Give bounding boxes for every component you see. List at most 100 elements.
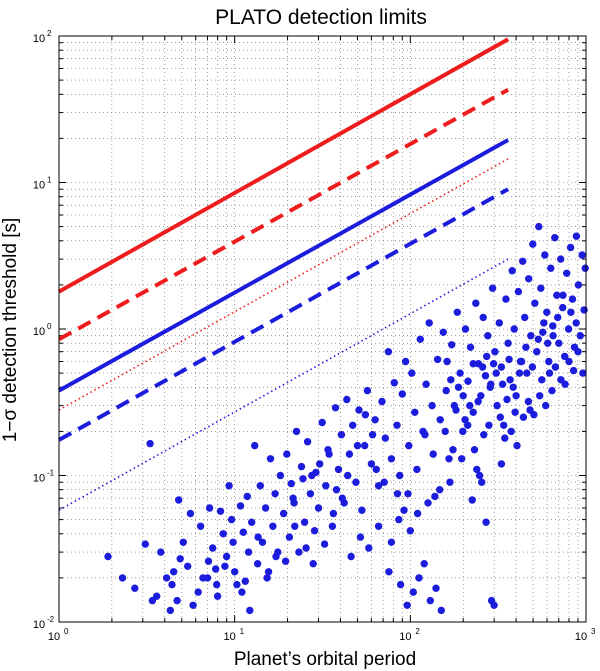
- planet-point: [523, 369, 531, 377]
- threshold-line-3: [58, 158, 509, 411]
- planet-point: [422, 380, 430, 388]
- grid-lines: [59, 36, 586, 622]
- planet-point: [213, 580, 221, 589]
- planet-point: [168, 580, 176, 589]
- planet-point: [322, 482, 330, 490]
- planet-point: [374, 482, 383, 490]
- planet-point: [519, 413, 528, 421]
- planet-point: [343, 395, 351, 404]
- planet-point: [509, 383, 517, 391]
- planet-point: [243, 492, 251, 501]
- planet-point: [561, 352, 569, 361]
- planet-point: [157, 548, 165, 556]
- planet-point: [196, 522, 205, 530]
- y-tick-exponent: -1: [47, 469, 55, 478]
- x-tick-exponent: 0: [64, 627, 69, 636]
- planet-point: [480, 431, 488, 439]
- planet-point: [493, 401, 501, 410]
- planet-point: [239, 528, 247, 536]
- planet-point: [517, 357, 526, 366]
- planet-point: [497, 460, 506, 468]
- planet-point: [563, 269, 571, 277]
- planet-point: [337, 431, 346, 439]
- planet-point: [308, 471, 316, 480]
- planet-point: [496, 413, 504, 421]
- planet-point: [574, 281, 583, 289]
- planet-point: [424, 499, 432, 507]
- planet-point: [222, 552, 231, 561]
- planet-point: [500, 421, 508, 429]
- planet-point: [292, 427, 301, 436]
- planet-point: [512, 392, 520, 400]
- planet-point: [173, 596, 181, 605]
- planet-point: [535, 222, 543, 231]
- planet-points: [104, 222, 589, 615]
- planet-point: [553, 291, 561, 299]
- planet-point: [219, 530, 227, 538]
- planet-point: [436, 486, 444, 494]
- planet-point: [387, 455, 396, 463]
- planet-point: [547, 264, 555, 272]
- planet-point: [487, 596, 496, 605]
- planet-point: [466, 343, 475, 351]
- planet-point: [276, 471, 285, 480]
- planet-point: [279, 509, 288, 518]
- planet-point: [478, 363, 487, 371]
- planet-point: [272, 552, 280, 561]
- planet-point: [309, 560, 317, 568]
- planet-point: [581, 264, 589, 272]
- planet-point: [352, 478, 360, 486]
- planet-point: [525, 275, 533, 283]
- planet-point: [545, 357, 553, 366]
- planet-point: [472, 299, 480, 307]
- planet-point: [454, 383, 463, 391]
- planet-point: [204, 557, 213, 565]
- planet-point: [511, 408, 519, 416]
- planet-point: [557, 376, 565, 384]
- planet-point: [425, 319, 433, 327]
- planet-point: [403, 601, 411, 609]
- planet-point: [381, 434, 389, 442]
- y-tick-label: 10: [33, 473, 45, 485]
- planet-point: [446, 478, 454, 486]
- planet-point: [231, 568, 239, 576]
- planet-point: [538, 376, 546, 384]
- planet-point: [564, 325, 573, 333]
- planet-point: [338, 494, 346, 502]
- planet-point: [473, 465, 481, 474]
- planet-point: [316, 460, 324, 468]
- planet-point: [464, 421, 472, 429]
- planet-point: [477, 392, 485, 400]
- planet-point: [285, 533, 294, 541]
- planet-point: [475, 471, 484, 480]
- planet-point: [404, 490, 412, 498]
- planet-point: [530, 411, 538, 419]
- planet-point: [479, 313, 487, 322]
- planet-point: [380, 478, 388, 486]
- planet-point: [166, 606, 174, 615]
- y-tick-label: 10: [33, 619, 45, 631]
- planet-point: [387, 538, 396, 546]
- planet-point: [361, 441, 369, 450]
- planet-point: [510, 325, 518, 333]
- planet-point: [269, 522, 277, 530]
- planet-point: [212, 565, 220, 573]
- planet-point: [368, 431, 377, 439]
- planet-point: [300, 518, 309, 526]
- planet-point: [353, 441, 362, 450]
- planet-point: [498, 380, 507, 388]
- planet-point: [186, 509, 195, 518]
- planet-point: [514, 287, 523, 296]
- planet-point: [331, 404, 340, 412]
- planet-point: [258, 538, 267, 546]
- x-tick-exponent: 2: [415, 627, 420, 636]
- planet-point: [393, 490, 402, 498]
- chart-title: PLATO detection limits: [215, 6, 427, 29]
- planet-point: [548, 386, 556, 395]
- planet-point: [246, 606, 254, 615]
- planet-point: [289, 494, 297, 502]
- planet-point: [179, 538, 187, 546]
- planet-point: [141, 540, 149, 548]
- planet-point: [227, 515, 236, 524]
